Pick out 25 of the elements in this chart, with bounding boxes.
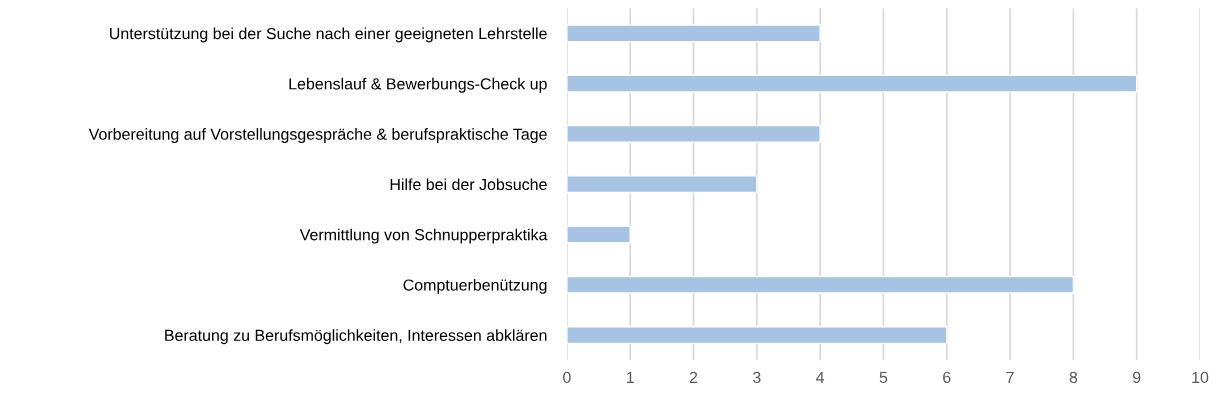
bar [566, 74, 1138, 93]
y-tick-label: Unterstützung bei der Suche nach einer geeigneten Lehrstelle [110, 27, 547, 43]
y-tick-label: Lebenslauf & Bewerbungs-Check up [289, 77, 547, 93]
bar [566, 326, 948, 345]
bar [566, 175, 758, 194]
x-tick-label: 3 [752, 371, 761, 384]
x-tick-label: 9 [1133, 371, 1141, 384]
x-tick-label: 2 [689, 371, 698, 383]
bar [566, 275, 1075, 294]
x-tick-label: 4 [816, 371, 825, 383]
x-tick-label: 0 [563, 371, 571, 384]
x-tick-label: 7 [1006, 371, 1014, 383]
bar [566, 124, 821, 143]
bar [566, 24, 821, 43]
y-tick-label: Hilfe bei der Jobsuche [390, 178, 547, 191]
x-tick-label: 10 [1192, 371, 1209, 384]
y-tick-label: Vermittlung von Schnupperpraktika [299, 228, 548, 244]
x-tick-label: 8 [1069, 371, 1078, 384]
y-tick-label: Vorbereitung auf Vorstellungsgespräche & berufspraktische Tage [88, 128, 547, 143]
y-tick-label: Comptuerbenützung [403, 278, 547, 294]
x-tick-label: 1 [626, 371, 634, 383]
bar [566, 225, 631, 244]
x-tick-label: 5 [879, 371, 888, 384]
x-tick-label: 6 [943, 371, 951, 384]
y-tick-label: Beratung zu Berufsmöglichkeiten, Interessen abklären [165, 329, 547, 345]
